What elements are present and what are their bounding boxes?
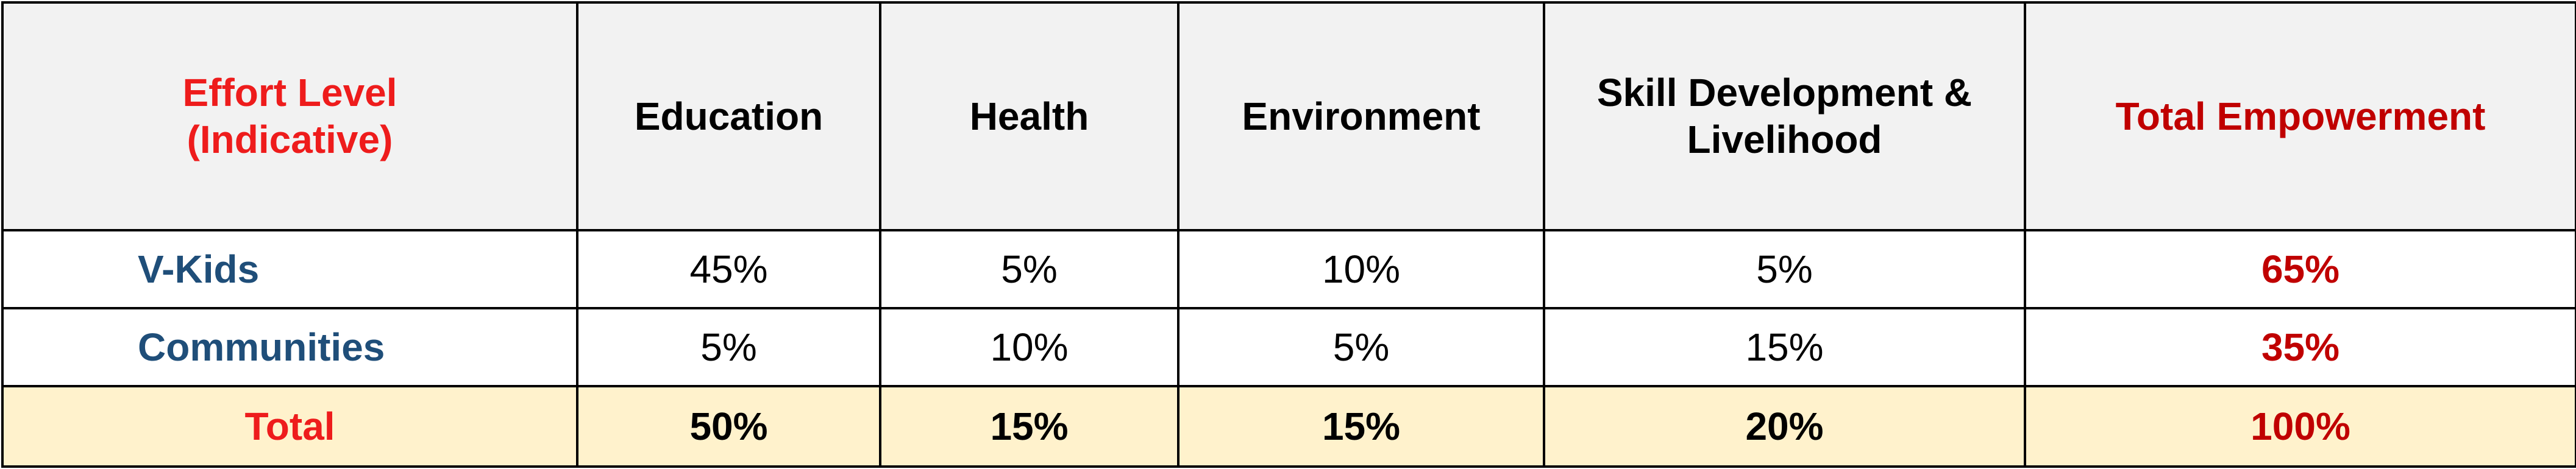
header-cell: Effort Level (Indicative) — [1, 1, 578, 231]
row-label: Total — [1, 385, 578, 468]
table-row: Communities 5% 10% 5% 15% 35% — [1, 307, 2576, 387]
cell: 100% — [2024, 385, 2576, 468]
cell: 5% — [1177, 307, 1545, 387]
cell: 5% — [1543, 229, 2026, 309]
cell: 65% — [2024, 229, 2576, 309]
table-row: V-Kids 45% 5% 10% 5% 65% — [1, 229, 2576, 309]
header-cell: Total Empowerment — [2024, 1, 2576, 231]
header-cell: Skill Development & Livelihood — [1543, 1, 2026, 231]
cell: 20% — [1543, 385, 2026, 468]
row-label: Communities — [1, 307, 578, 387]
cell: 5% — [576, 307, 881, 387]
row-label: V-Kids — [1, 229, 578, 309]
cell: 15% — [879, 385, 1179, 468]
header-cell: Health — [879, 1, 1179, 231]
cell: 15% — [1177, 385, 1545, 468]
cell: 10% — [879, 307, 1179, 387]
header-cell: Environment — [1177, 1, 1545, 231]
cell: 5% — [879, 229, 1179, 309]
cell: 10% — [1177, 229, 1545, 309]
header-cell: Education — [576, 1, 881, 231]
cell: 35% — [2024, 307, 2576, 387]
cell: 50% — [576, 385, 881, 468]
cell: 15% — [1543, 307, 2026, 387]
total-row: Total 50% 15% 15% 20% 100% — [1, 385, 2576, 468]
cell: 45% — [576, 229, 881, 309]
header-row: Effort Level (Indicative) Education Heal… — [1, 1, 2576, 231]
